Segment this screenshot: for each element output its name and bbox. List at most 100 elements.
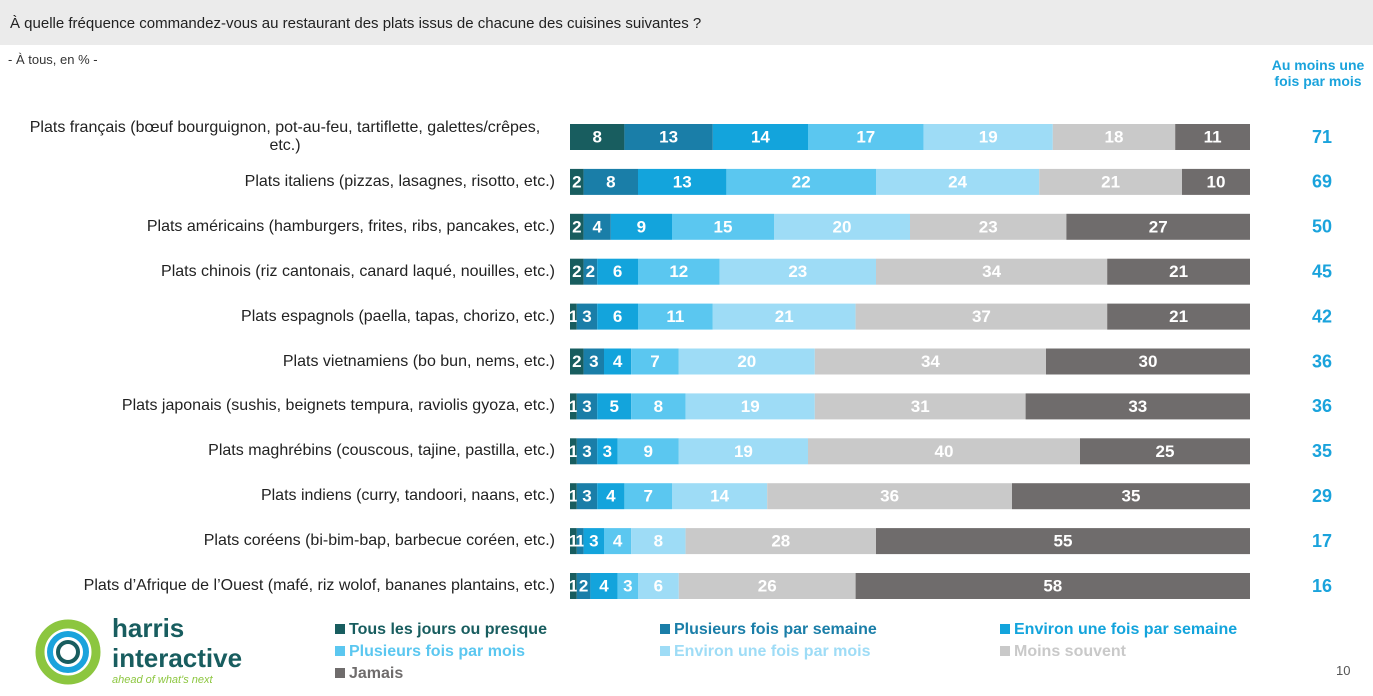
legend-swatch [1000, 624, 1010, 634]
bar-segment [570, 438, 577, 465]
bar-segment [624, 483, 672, 510]
value-label: 35 [1122, 487, 1141, 506]
bar-segment [1107, 303, 1250, 330]
category-label: Plats coréens (bi-bim-bap, barbecue coré… [0, 532, 555, 550]
value-label: 30 [1139, 352, 1158, 371]
value-label: 9 [643, 442, 652, 461]
value-label: 3 [623, 576, 632, 595]
value-label: 14 [751, 127, 770, 146]
legend-swatch [660, 624, 670, 634]
bar-segment [590, 573, 618, 599]
bar-segment [1066, 213, 1250, 240]
summary-title: Au moins une fois par mois [1271, 57, 1365, 89]
bar-segment [1046, 348, 1250, 375]
value-label: 4 [606, 487, 616, 506]
bar-segment [631, 393, 686, 420]
value-label: 21 [1169, 262, 1188, 281]
summary-value: 16 [1312, 576, 1332, 596]
value-label: 8 [592, 127, 601, 146]
value-label: 22 [792, 172, 811, 191]
value-label: 34 [982, 262, 1001, 281]
category-text: Plats coréens (bi-bim-bap, barbecue coré… [203, 532, 555, 550]
value-label: 1 [569, 397, 578, 416]
bar-segment [855, 303, 1108, 330]
category-label: Plats maghrébins (couscous, tajine, past… [0, 442, 555, 460]
category-text: Plats américains (hamburgers, frites, ri… [146, 217, 555, 235]
category-text: Plats d’Afrique de l’Ouest (mafé, riz wo… [83, 577, 555, 594]
legend-label: Plusieurs fois par semaine [674, 621, 877, 638]
legend-label: Environ une fois par semaine [1014, 621, 1237, 638]
summary-value: 36 [1312, 396, 1332, 416]
value-label: 17 [856, 127, 875, 146]
value-label: 19 [734, 442, 753, 461]
value-label: 4 [613, 352, 623, 371]
bar-segment [726, 168, 876, 195]
header-title: À quelle fréquence commandez-vous au res… [10, 15, 702, 32]
value-label: 21 [775, 307, 794, 326]
category-label: Plats vietnamiens (bo bun, nems, etc.) [0, 353, 555, 371]
bar-segment [1052, 124, 1176, 150]
value-label: 6 [613, 262, 622, 281]
legend-label: Plusieurs fois par mois [349, 643, 525, 660]
category-text: Plats vietnamiens (bo bun, nems, etc.) [282, 352, 555, 370]
bar-segment [774, 213, 910, 240]
bar-segment [814, 348, 1046, 375]
bar-segment [597, 483, 625, 510]
bar-segment [685, 528, 876, 555]
bar-segment [678, 573, 856, 599]
value-label: 4 [599, 576, 609, 595]
bar-segment [876, 258, 1108, 285]
category-text: Plats maghrébins (couscous, tajine, past… [208, 442, 555, 460]
bar-segment [1107, 258, 1250, 285]
value-label: 1 [575, 532, 584, 551]
category-label: Plats d’Afrique de l’Ouest (mafé, riz wo… [0, 577, 555, 595]
value-label: 27 [1149, 217, 1168, 236]
value-label: 3 [582, 307, 591, 326]
value-label: 34 [921, 352, 940, 371]
bar-segment [570, 213, 584, 240]
value-label: 6 [613, 307, 622, 326]
bar-segment [1039, 168, 1182, 195]
bar-segment [712, 303, 856, 330]
legend-label: Moins souvent [1014, 643, 1127, 660]
category-label: Plats espagnols (paella, tapas, chorizo,… [0, 308, 555, 326]
bar-segment [583, 258, 598, 285]
bar-segment [678, 348, 815, 375]
value-label: 11 [666, 307, 684, 326]
bar-segment [583, 528, 604, 555]
value-label: 18 [1105, 127, 1124, 146]
value-label: 21 [1169, 307, 1188, 326]
legend-swatch [660, 646, 670, 656]
summary-value: 29 [1312, 486, 1332, 506]
bar-segment [672, 213, 774, 240]
value-label: 12 [669, 262, 688, 281]
value-label: 3 [603, 442, 612, 461]
bar-segment [570, 528, 577, 555]
value-label: 14 [710, 487, 729, 506]
bar-segment [624, 124, 713, 150]
category-text: Plats espagnols (paella, tapas, chorizo,… [241, 307, 555, 325]
value-label: 1 [569, 576, 578, 595]
value-label: 7 [650, 352, 659, 371]
bar-segment [638, 258, 720, 285]
logo-ring [47, 631, 89, 673]
logo-ring [35, 619, 101, 685]
bar-segment [576, 573, 591, 599]
category-text: Plats japonais (sushis, beignets tempura… [121, 397, 555, 415]
summary-value: 42 [1312, 306, 1332, 326]
value-label: 8 [606, 172, 615, 191]
value-label: 24 [948, 172, 967, 191]
legend-label: Jamais [349, 665, 403, 682]
value-label: 2 [572, 172, 581, 191]
legend-swatch [335, 646, 345, 656]
value-label: 36 [880, 487, 899, 506]
category-label: Plats indiens (curry, tandoori, naans, e… [0, 487, 555, 505]
bar-segment [1175, 124, 1250, 150]
bar-segment [570, 573, 577, 599]
bar-segment [672, 483, 768, 510]
bar-segment [583, 168, 638, 195]
subtitle: - À tous, en % - [8, 52, 98, 67]
bar-segment [604, 528, 632, 555]
value-label: 11 [1204, 127, 1222, 146]
value-label: 8 [654, 532, 663, 551]
